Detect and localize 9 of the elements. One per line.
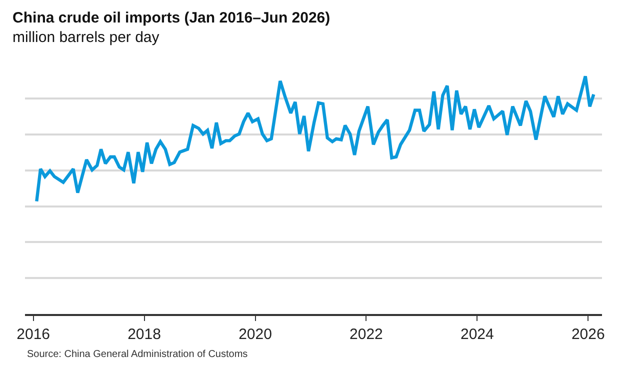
x-tick-label: 2024	[460, 326, 494, 343]
x-tick-label: 2022	[350, 326, 383, 343]
x-tick-label: 2026	[571, 326, 605, 343]
x-tick-label: 2020	[238, 326, 272, 343]
x-tick-label: 2016	[16, 326, 50, 343]
source-note: Source: China General Administration of Customs	[27, 349, 248, 360]
x-tick-label: 2018	[128, 326, 161, 343]
chart-subtitle: million barrels per day	[12, 29, 160, 46]
chart-title: China crude oil imports (Jan 2016–Jun 2026)	[12, 10, 330, 27]
